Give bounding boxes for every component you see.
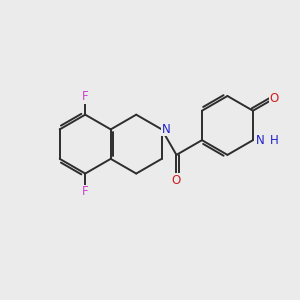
Text: H: H <box>270 134 278 147</box>
Text: O: O <box>172 174 181 187</box>
Text: O: O <box>269 92 278 105</box>
Text: F: F <box>82 185 88 198</box>
Text: N: N <box>162 123 170 136</box>
Text: N: N <box>256 134 265 147</box>
Text: F: F <box>82 90 88 103</box>
